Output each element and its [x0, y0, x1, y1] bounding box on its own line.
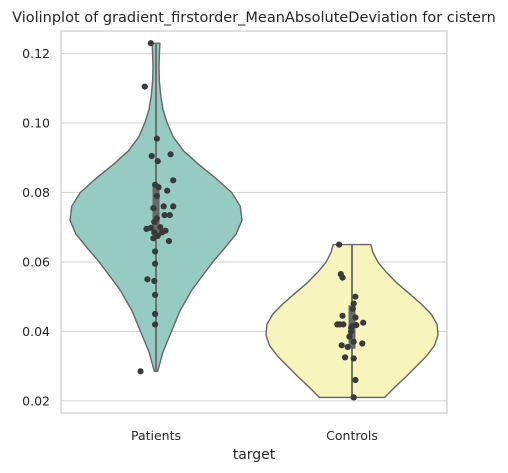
data-point	[137, 368, 144, 375]
data-point	[352, 376, 359, 384]
data-point	[157, 224, 164, 231]
data-point	[170, 203, 177, 210]
data-points	[137, 40, 367, 401]
data-point	[349, 305, 356, 312]
y-tick-label: 0.04	[22, 324, 50, 339]
data-point	[152, 260, 159, 267]
data-point	[151, 277, 158, 285]
data-point	[360, 319, 367, 326]
data-point	[160, 203, 167, 210]
data-point	[143, 225, 150, 232]
data-point	[350, 300, 357, 307]
data-point	[340, 321, 347, 328]
data-point	[158, 229, 166, 236]
data-point	[167, 151, 174, 158]
plot-frame	[60, 30, 448, 414]
data-point	[147, 40, 154, 47]
data-point	[359, 340, 366, 347]
data-point	[346, 333, 353, 340]
data-point	[150, 205, 157, 212]
data-point	[350, 394, 357, 401]
data-point	[350, 338, 357, 345]
data-point	[344, 343, 351, 351]
data-point	[152, 321, 159, 328]
data-point	[170, 177, 177, 184]
y-tick-labels: 0.02 0.04 0.06 0.08 0.10 0.12	[22, 46, 50, 408]
data-point	[338, 342, 345, 349]
y-tick-label: 0.08	[22, 185, 50, 200]
data-point	[144, 276, 151, 283]
data-point	[339, 274, 346, 281]
data-point	[350, 355, 357, 362]
data-point	[153, 192, 160, 200]
chart-title: Violinplot of gradient_firstorder_MeanAb…	[12, 10, 496, 26]
data-point	[339, 312, 346, 319]
data-point	[151, 218, 158, 226]
data-point	[164, 187, 171, 194]
data-point	[152, 248, 159, 255]
data-point	[165, 238, 172, 245]
data-point	[155, 184, 162, 191]
y-tick-label: 0.02	[22, 393, 50, 408]
data-point	[166, 212, 173, 219]
x-tick-label: Controls	[326, 428, 378, 443]
data-point	[148, 152, 155, 160]
data-point	[152, 291, 159, 298]
data-point	[352, 314, 359, 321]
data-point	[154, 158, 161, 165]
data-point	[150, 235, 157, 242]
x-axis-label: target	[233, 447, 276, 463]
data-point	[352, 293, 359, 300]
y-tick-label: 0.10	[22, 116, 50, 131]
data-point	[153, 135, 160, 142]
x-tick-label: Patients	[131, 428, 181, 443]
data-point	[152, 310, 159, 318]
data-point	[348, 328, 355, 335]
violins	[69, 42, 439, 399]
x-tick-labels: Patients Controls	[131, 428, 378, 443]
data-point	[161, 212, 168, 219]
data-point	[342, 354, 349, 361]
y-tick-label: 0.12	[22, 46, 50, 61]
data-point	[141, 83, 148, 90]
data-point	[336, 241, 343, 248]
y-tick-label: 0.06	[22, 254, 50, 269]
